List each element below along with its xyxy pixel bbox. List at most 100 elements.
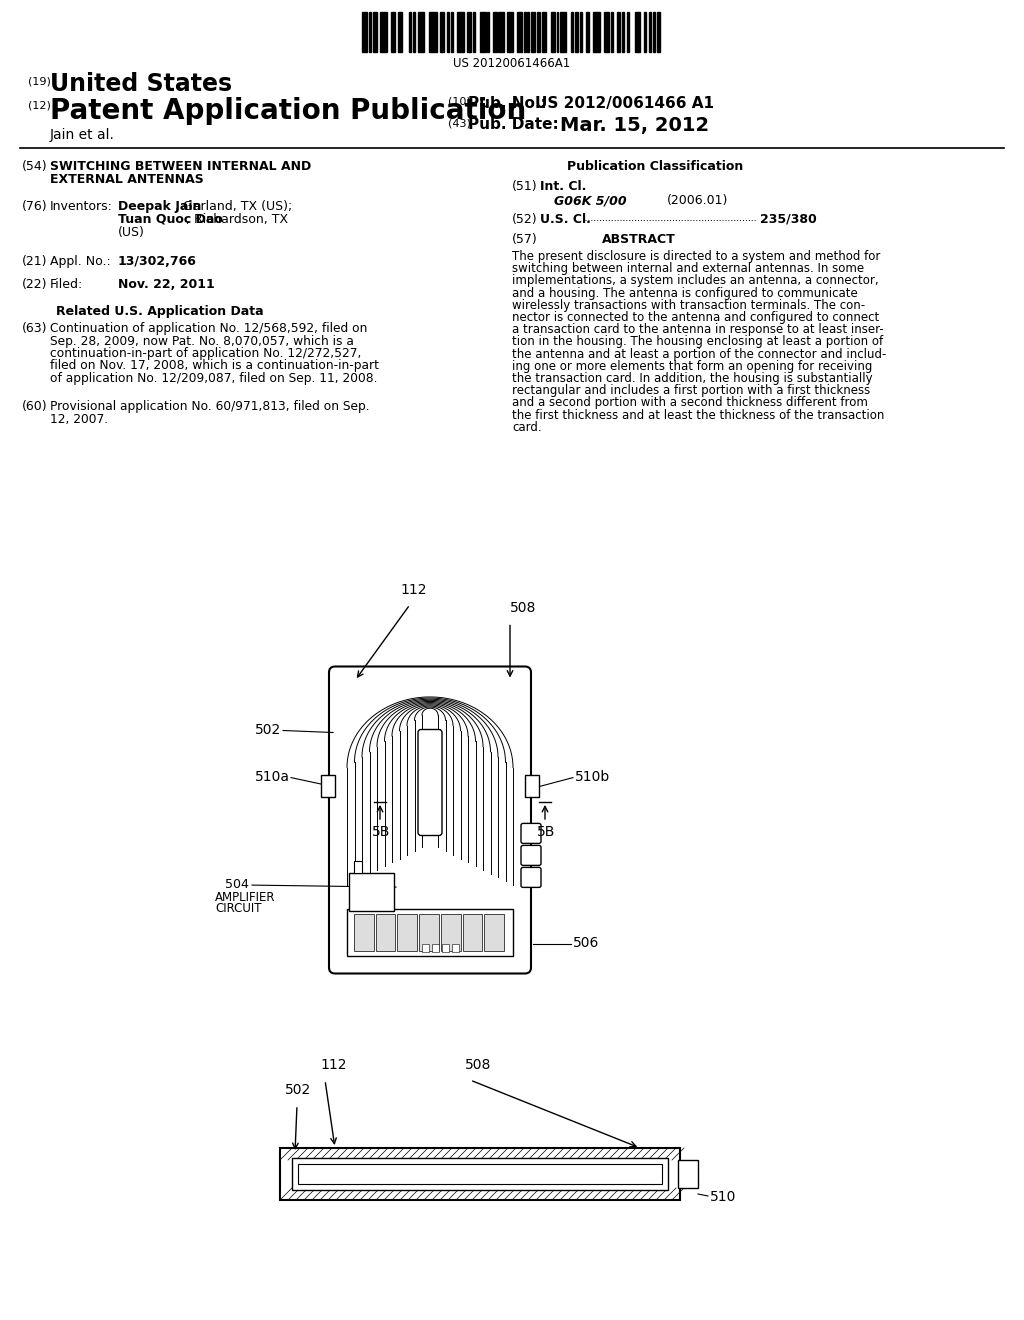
FancyBboxPatch shape	[329, 667, 531, 974]
Text: 112: 112	[400, 582, 427, 597]
Text: (10): (10)	[449, 96, 471, 107]
Text: wirelessly transactions with transaction terminals. The con-: wirelessly transactions with transaction…	[512, 298, 865, 312]
Text: Mar. 15, 2012: Mar. 15, 2012	[560, 116, 710, 135]
Text: , Richardson, TX: , Richardson, TX	[185, 213, 288, 226]
Bar	[480, 12, 485, 51]
Bar	[516, 12, 522, 51]
Bar	[571, 12, 572, 51]
Bar	[441, 944, 449, 952]
Bar	[560, 12, 565, 51]
Text: (19): (19)	[28, 77, 51, 86]
Text: nector is connected to the antenna and configured to connect: nector is connected to the antenna and c…	[512, 312, 880, 323]
Text: ing one or more elements that form an opening for receiving: ing one or more elements that form an op…	[512, 360, 872, 372]
Bar	[354, 861, 362, 873]
Bar	[391, 12, 394, 51]
Bar	[484, 913, 504, 950]
Text: Int. Cl.: Int. Cl.	[540, 180, 587, 193]
Text: Deepak Jain: Deepak Jain	[118, 201, 202, 213]
Text: 508: 508	[510, 601, 537, 615]
Bar	[463, 913, 482, 950]
Text: and a second portion with a second thickness different from: and a second portion with a second thick…	[512, 396, 868, 409]
Text: Provisional application No. 60/971,813, filed on Sep.: Provisional application No. 60/971,813, …	[50, 400, 370, 413]
Text: 502: 502	[285, 1082, 311, 1097]
Text: of application No. 12/209,087, filed on Sep. 11, 2008.: of application No. 12/209,087, filed on …	[50, 372, 378, 385]
Text: AMPLIFIER: AMPLIFIER	[215, 891, 275, 904]
Text: Jain et al.: Jain et al.	[50, 128, 115, 143]
Text: (63): (63)	[22, 322, 47, 335]
Text: Related U.S. Application Data: Related U.S. Application Data	[56, 305, 264, 318]
Text: the antenna and at least a portion of the connector and includ-: the antenna and at least a portion of th…	[512, 347, 887, 360]
Text: Inventors:: Inventors:	[50, 201, 113, 213]
Bar	[349, 873, 394, 911]
Bar	[440, 12, 443, 51]
Bar	[581, 12, 582, 51]
Bar	[447, 12, 450, 51]
Bar	[586, 12, 589, 51]
Bar	[557, 12, 558, 51]
Bar	[354, 913, 374, 950]
Text: (US): (US)	[118, 226, 144, 239]
Bar	[537, 12, 541, 51]
Bar	[410, 12, 411, 51]
Bar	[622, 12, 624, 51]
Text: (76): (76)	[22, 201, 48, 213]
Text: 510a: 510a	[255, 770, 290, 784]
Text: filed on Nov. 17, 2008, which is a continuation-in-part: filed on Nov. 17, 2008, which is a conti…	[50, 359, 379, 372]
Text: 510b: 510b	[575, 770, 610, 784]
Text: The present disclosure is directed to a system and method for: The present disclosure is directed to a …	[512, 249, 881, 263]
Bar	[397, 913, 417, 950]
Bar	[604, 12, 609, 51]
Bar	[457, 12, 464, 51]
Text: 502: 502	[255, 722, 282, 737]
Text: Pub. No.:: Pub. No.:	[468, 96, 547, 111]
Bar	[419, 12, 424, 51]
Text: , Garland, TX (US);: , Garland, TX (US);	[175, 201, 293, 213]
Text: 5B: 5B	[372, 825, 390, 840]
Text: (21): (21)	[22, 255, 47, 268]
Bar	[593, 12, 600, 51]
Text: Sep. 28, 2009, now Pat. No. 8,070,057, which is a: Sep. 28, 2009, now Pat. No. 8,070,057, w…	[50, 334, 354, 347]
Bar	[298, 1164, 662, 1184]
Text: (57): (57)	[512, 234, 538, 246]
Text: tion in the housing. The housing enclosing at least a portion of: tion in the housing. The housing enclosi…	[512, 335, 883, 348]
Bar	[527, 12, 529, 51]
Bar	[429, 12, 436, 51]
Bar	[362, 12, 368, 51]
Text: the transaction card. In addition, the housing is substantially: the transaction card. In addition, the h…	[512, 372, 872, 385]
Text: Publication Classification: Publication Classification	[567, 160, 743, 173]
Text: implementations, a system includes an antenna, a connector,: implementations, a system includes an an…	[512, 275, 879, 288]
Bar	[531, 12, 535, 51]
Text: (22): (22)	[22, 279, 47, 290]
Text: a transaction card to the antenna in response to at least inser-: a transaction card to the antenna in res…	[512, 323, 884, 337]
FancyBboxPatch shape	[521, 824, 541, 843]
Text: Continuation of application No. 12/568,592, filed on: Continuation of application No. 12/568,5…	[50, 322, 368, 335]
Text: Pub. Date:: Pub. Date:	[468, 117, 559, 132]
Text: 235/380: 235/380	[760, 213, 817, 226]
Text: (2006.01): (2006.01)	[667, 194, 728, 207]
Bar	[373, 12, 377, 51]
Text: US 2012/0061466 A1: US 2012/0061466 A1	[535, 96, 714, 111]
Bar	[292, 1158, 668, 1191]
Bar	[370, 12, 371, 51]
Bar	[524, 12, 525, 51]
Bar	[347, 908, 513, 956]
Text: 510: 510	[710, 1191, 736, 1204]
Text: continuation-in-part of application No. 12/272,527,: continuation-in-part of application No. …	[50, 347, 361, 360]
Bar	[441, 913, 461, 950]
Bar	[525, 775, 539, 796]
Text: Tuan Quoc Dao: Tuan Quoc Dao	[118, 213, 223, 226]
Bar	[280, 1148, 680, 1200]
Bar	[616, 12, 621, 51]
Text: CIRCUIT: CIRCUIT	[215, 902, 261, 915]
Text: US 20120061466A1: US 20120061466A1	[454, 57, 570, 70]
Text: Appl. No.:: Appl. No.:	[50, 255, 111, 268]
Text: Filed:: Filed:	[50, 279, 83, 290]
Text: switching between internal and external antennas. In some: switching between internal and external …	[512, 263, 864, 275]
Bar	[508, 12, 513, 51]
Bar	[656, 12, 660, 51]
FancyBboxPatch shape	[418, 730, 442, 836]
Text: SWITCHING BETWEEN INTERNAL AND: SWITCHING BETWEEN INTERNAL AND	[50, 160, 311, 173]
Bar	[653, 12, 654, 51]
Bar	[422, 944, 429, 952]
Text: Patent Application Publication: Patent Application Publication	[50, 96, 526, 125]
